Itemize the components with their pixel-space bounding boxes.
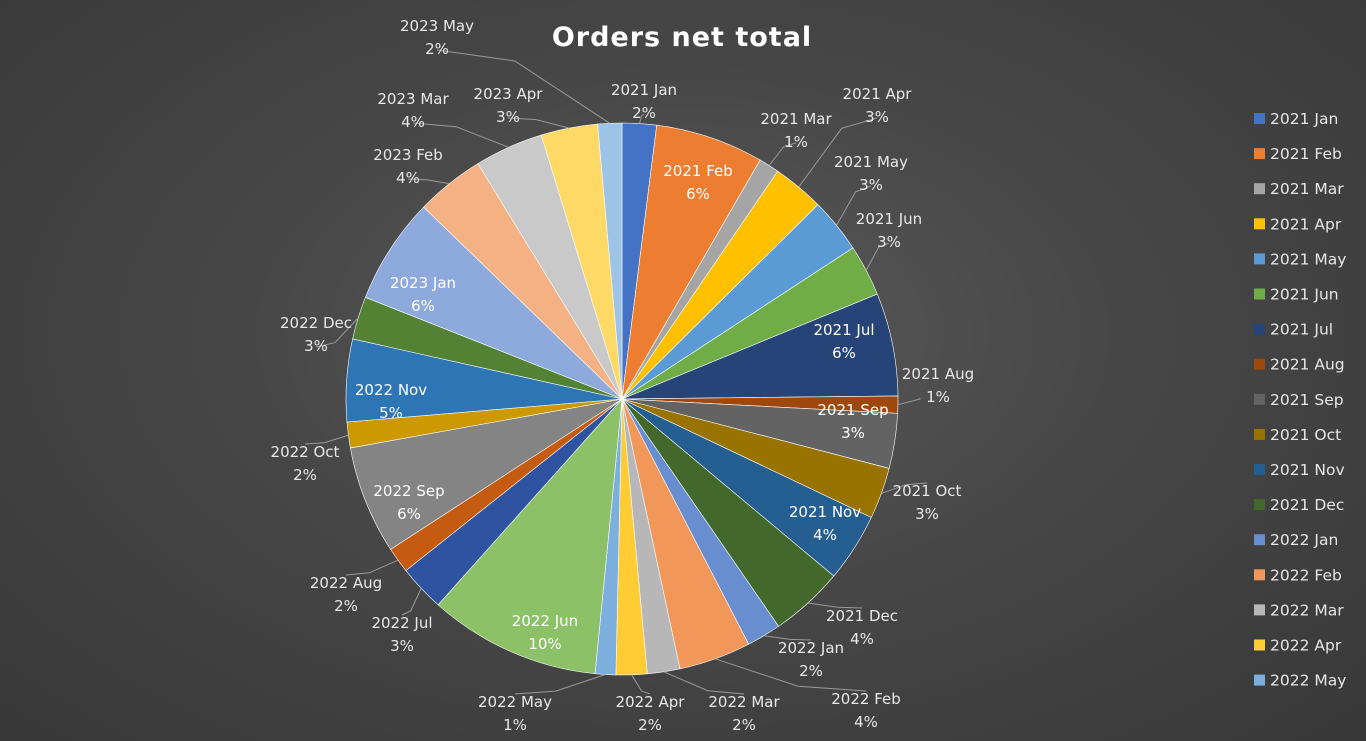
legend-swatch-2022-jan: [1254, 534, 1265, 546]
legend-swatch-2021-jan: [1254, 113, 1265, 124]
data-label-2021-aug: 2021 Aug 1%: [902, 365, 974, 406]
data-labels: 2021 Jan 2% 2021 Feb 6% 2021 Mar 1% 2021 Apr 3%…: [271, 17, 975, 734]
legend-label-2021-sep: 2021 Sep: [1270, 391, 1344, 409]
data-label-2022-oct: 2022 Oct 2%: [271, 443, 340, 484]
leader-line: [304, 434, 349, 445]
data-label-2022-aug: 2022 Aug 2%: [310, 574, 382, 615]
data-label-2022-nov: 2022 Nov 5%: [355, 381, 427, 422]
legend-swatch-2021-oct: [1254, 428, 1265, 440]
leader-lines: [304, 49, 928, 695]
data-label-2021-feb: 2021 Feb 6%: [663, 162, 733, 203]
legend-label-2021-jun: 2021 Jun: [1270, 286, 1339, 304]
legend-swatch-2021-may: [1254, 253, 1265, 265]
leader-line: [663, 671, 745, 695]
legend-swatch-2021-nov: [1254, 464, 1265, 475]
data-label-2022-dec: 2022 Dec 3%: [280, 314, 352, 355]
legend-label-2021-may: 2021 May: [1270, 250, 1346, 268]
data-label-2023-mar: 2023 Mar 4%: [377, 90, 449, 131]
data-label-2021-jul: 2021 Jul 6%: [813, 321, 874, 362]
data-label-2022-sep: 2022 Sep 6%: [373, 482, 444, 523]
data-label-2021-oct: 2021 Oct 3%: [893, 482, 962, 523]
leader-line: [714, 658, 867, 692]
leader-line: [881, 482, 928, 494]
legend-label-2022-apr: 2022 Apr: [1270, 637, 1342, 655]
data-label-2022-jan: 2022 Jan 2%: [778, 639, 844, 680]
legend-label-2021-mar: 2021 Mar: [1270, 180, 1344, 198]
data-label-2023-feb: 2023 Feb 4%: [373, 146, 443, 187]
legend-label-2022-mar: 2022 Mar: [1270, 601, 1344, 619]
legend-swatch-2021-aug: [1254, 358, 1265, 370]
leader-line: [401, 588, 422, 616]
leader-line: [514, 674, 606, 695]
data-label-2021-dec: 2021 Dec 4%: [826, 607, 898, 648]
data-label-2021-jun: 2021 Jun 3%: [856, 210, 922, 251]
leader-line: [507, 117, 570, 129]
leader-line: [412, 122, 509, 148]
data-label-2021-apr: 2021 Apr 3%: [843, 85, 913, 126]
data-label-2022-jun: 2022 Jun 10%: [512, 612, 578, 653]
legend-label-2022-jan: 2022 Jan: [1270, 531, 1338, 549]
leader-line: [865, 242, 890, 271]
legend-label-2021-apr: 2021 Apr: [1270, 215, 1342, 233]
legend-swatch-2021-jun: [1254, 288, 1265, 300]
data-label-2021-sep: 2021 Sep 3%: [817, 401, 888, 442]
legend-swatch-2021-feb: [1254, 148, 1265, 160]
leader-line: [807, 602, 863, 609]
data-label-2022-mar: 2022 Mar 2%: [708, 693, 780, 734]
legend-swatch-2021-mar: [1254, 183, 1265, 195]
legend-label-2021-jul: 2021 Jul: [1270, 321, 1333, 339]
leader-line: [638, 113, 645, 124]
leader-line: [768, 142, 797, 166]
legend: 2021 Jan 2021 Feb 2021 Mar 2021 Apr 2021 May…: [1254, 110, 1346, 690]
data-label-2021-mar: 2021 Mar 1%: [760, 110, 832, 151]
data-label-2021-nov: 2021 Nov 4%: [789, 503, 861, 544]
leader-line: [897, 398, 921, 406]
data-label-2022-apr: 2022 Apr 2%: [616, 693, 686, 734]
legend-label-2021-dec: 2021 Dec: [1270, 496, 1344, 514]
legend-label-2022-may: 2022 May: [1270, 672, 1346, 690]
slice-2022-jun: [437, 398, 623, 675]
leader-line: [798, 117, 878, 188]
data-label-2022-feb: 2022 Feb 4%: [831, 690, 901, 731]
legend-swatch-2022-feb: [1254, 569, 1265, 581]
legend-swatch-2022-may: [1254, 674, 1265, 686]
legend-label-2021-feb: 2021 Feb: [1270, 145, 1342, 163]
data-label-2023-jan: 2023 Jan 6%: [390, 274, 456, 315]
data-label-2023-apr: 2023 Apr 3%: [474, 85, 544, 126]
legend-swatch-2021-sep: [1254, 393, 1265, 405]
legend-label-2021-nov: 2021 Nov: [1270, 461, 1345, 479]
legend-label-2021-oct: 2021 Oct: [1270, 426, 1341, 444]
data-label-2022-jul: 2022 Jul 3%: [371, 614, 432, 655]
chart-title: Orders net total: [552, 22, 812, 53]
data-label-2022-may: 2022 May 1%: [478, 693, 552, 734]
leader-line: [345, 559, 399, 576]
leader-line: [631, 674, 651, 695]
legend-swatch-2022-mar: [1254, 604, 1265, 616]
legend-swatch-2021-jul: [1254, 323, 1265, 335]
leader-line: [407, 178, 450, 185]
leader-line: [436, 49, 611, 124]
legend-swatch-2021-apr: [1254, 218, 1265, 230]
data-label-2021-jan: 2021 Jan 2%: [611, 81, 677, 122]
leader-line: [836, 185, 872, 226]
legend-label-2021-jan: 2021 Jan: [1270, 110, 1338, 128]
leader-line: [315, 317, 359, 348]
pie-slices: [345, 122, 899, 676]
legend-label-2022-feb: 2022 Feb: [1270, 566, 1342, 584]
legend-label-2021-aug: 2021 Aug: [1270, 356, 1345, 374]
legend-swatch-2021-dec: [1254, 499, 1265, 511]
data-label-2023-may: 2023 May 2%: [400, 17, 474, 58]
leader-line: [763, 635, 812, 641]
data-label-2021-may: 2021 May 3%: [834, 153, 908, 194]
legend-swatch-2022-apr: [1254, 639, 1265, 651]
